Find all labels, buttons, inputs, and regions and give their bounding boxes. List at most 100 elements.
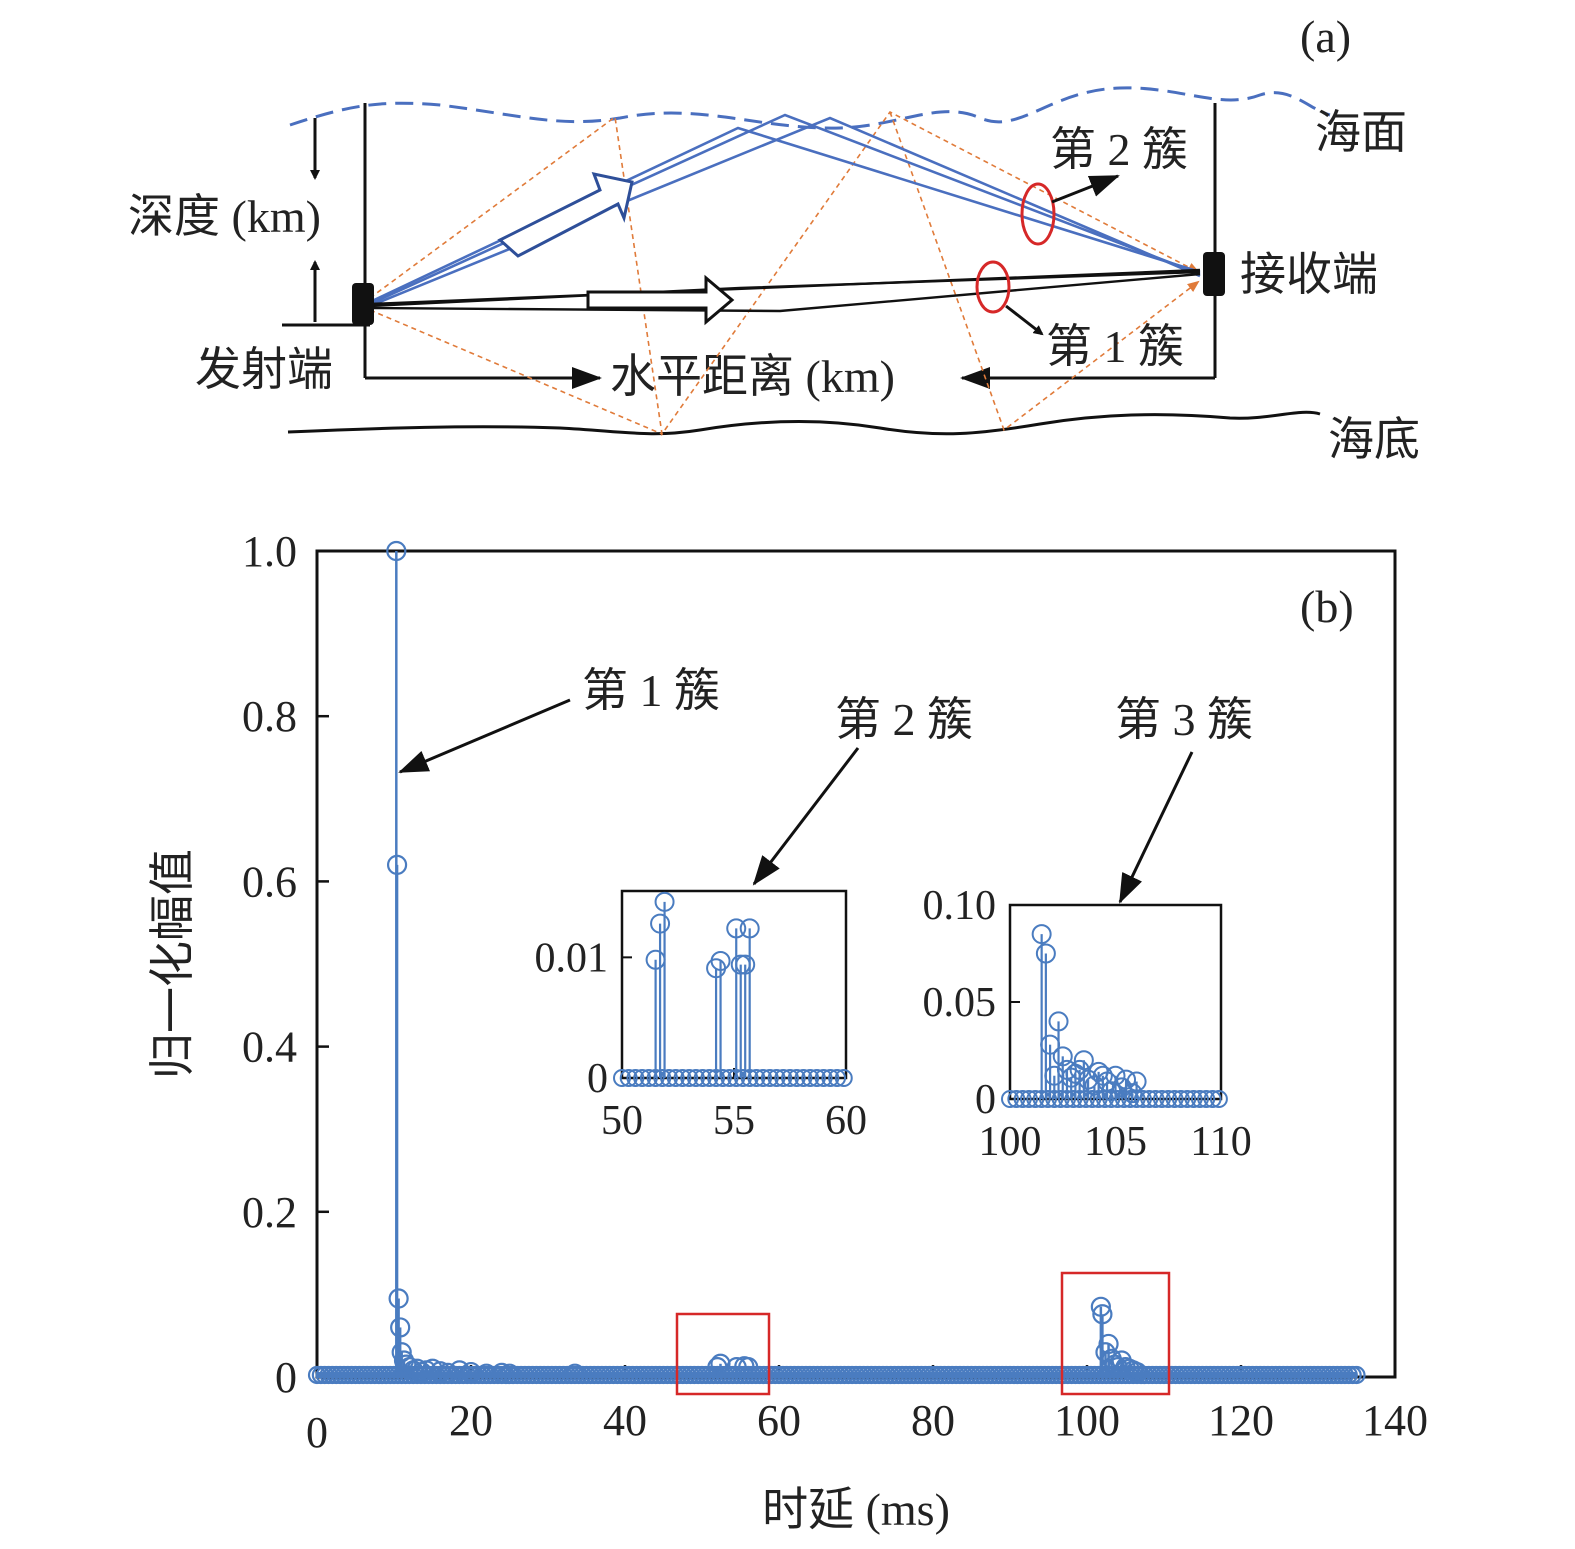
inset-baseline-marker: [794, 1069, 813, 1087]
x-axis-label: 时延 (ms): [762, 1484, 950, 1535]
inset-baseline-marker: [781, 1069, 799, 1087]
cluster1-ring: [975, 260, 1011, 314]
x-tick-label: 80: [911, 1396, 955, 1445]
stem-marker: [449, 1360, 470, 1381]
inset-stem-marker: [1116, 1069, 1137, 1090]
cluster1-pointer: [1005, 304, 1044, 336]
stem-marker: [430, 1361, 451, 1382]
inset-baseline-marker: [774, 1069, 793, 1087]
inset-baseline-marker: [801, 1069, 820, 1087]
inset-baseline-marker: [666, 1069, 685, 1087]
inset-stem-marker: [1122, 1083, 1143, 1104]
inset-stem-marker: [1101, 1081, 1122, 1102]
inset-stem-marker: [654, 891, 675, 912]
stem-marker: [390, 1317, 411, 1338]
inset-baseline-marker: [807, 1069, 826, 1087]
inset-stem-marker: [726, 918, 747, 939]
stem-marker: [491, 1362, 512, 1383]
x-tick-label: 140: [1362, 1396, 1428, 1445]
inset-x-tick-label: 50: [601, 1098, 643, 1144]
inset-stem-marker: [1052, 1046, 1073, 1067]
stem-marker: [738, 1356, 759, 1378]
inset-cluster2: 50 55 60 0 0.01: [535, 889, 867, 1144]
y-tick-label: 0: [275, 1353, 297, 1402]
inset-stem-marker: [1035, 943, 1056, 964]
stem-marker: [386, 540, 407, 562]
inset-baseline-marker: [1171, 1090, 1190, 1108]
receiver-icon: [1203, 252, 1225, 296]
x-tick-label: 40: [603, 1396, 647, 1445]
inset-baseline-marker: [686, 1069, 705, 1087]
stem-marker: [1126, 1361, 1148, 1383]
inset-baseline-marker: [713, 1069, 732, 1087]
inset-baseline-marker: [1165, 1090, 1184, 1108]
stem-marker: [564, 1363, 586, 1384]
inset-x-tick-label: 110: [1190, 1119, 1251, 1165]
y-tick-label: 0.4: [242, 1023, 297, 1072]
direct-hollow-arrow: [586, 274, 735, 326]
sea-surface-line: [289, 86, 1331, 130]
inset-baseline-marker: [834, 1069, 853, 1087]
inset-baseline-marker: [821, 1069, 840, 1087]
main-plot-frame: [315, 549, 1397, 1379]
stem-marker: [460, 1361, 482, 1383]
inset-x-tick-label: 55: [713, 1098, 755, 1144]
inset-baseline-marker: [1159, 1090, 1178, 1108]
inset-baseline-marker: [1140, 1090, 1159, 1108]
sea-bottom-label: 海底: [1328, 414, 1420, 465]
inset-stem-marker: [710, 950, 731, 971]
inset-baseline-marker: [1203, 1090, 1222, 1108]
inset-baseline-marker: [767, 1069, 786, 1087]
bounce-rays: [369, 110, 1200, 437]
inset-baseline-marker: [613, 1069, 631, 1087]
x-tick-label: 120: [1208, 1396, 1274, 1445]
cluster3-highlight-box: [1060, 1271, 1171, 1396]
inset-baseline-marker: [1152, 1090, 1171, 1108]
annotation-cluster2-arrow: [752, 747, 860, 886]
x-tick-label: 100: [1054, 1396, 1120, 1445]
inset-baseline-marker: [1209, 1090, 1228, 1108]
inset-stem-marker: [735, 954, 756, 975]
x-tick-label: 20: [449, 1396, 493, 1445]
panel-a-diagram: (a) 海面 海底 深度 (km) 水平距离 (km): [128, 11, 1420, 465]
panel-b-tag: (b): [1300, 581, 1354, 632]
inset-baseline-marker: [653, 1069, 672, 1087]
stem-marker: [726, 1356, 747, 1378]
stem-marker: [499, 1363, 520, 1384]
inset-y-tick-label: 0: [587, 1056, 608, 1102]
surface-hollow-arrow: [497, 171, 634, 258]
sea-surface-label: 海面: [1315, 107, 1407, 158]
y-tick-label: 0.2: [242, 1188, 297, 1237]
stem-marker: [710, 1353, 731, 1374]
inset-baseline-marker: [700, 1069, 719, 1087]
stem-marker: [407, 1358, 428, 1379]
transmitter-label: 发射端: [195, 344, 333, 395]
inset-baseline-marker: [747, 1069, 766, 1087]
stem-marker: [1092, 1304, 1113, 1325]
x-tick-label: 0: [306, 1408, 328, 1457]
inset-baseline-marker: [1178, 1090, 1197, 1108]
annotation-cluster3-arrow: [1118, 751, 1194, 904]
inset-baseline-marker: [673, 1069, 692, 1087]
inset-baseline-marker: [1197, 1090, 1216, 1108]
inset-y-tick-label: 0.05: [923, 980, 997, 1026]
inset-baseline-marker: [814, 1069, 833, 1087]
x-tick-label: 60: [757, 1396, 801, 1445]
inset-baseline-marker: [1026, 1090, 1045, 1108]
inset-stem-marker: [650, 913, 671, 934]
inset-baseline-marker: [693, 1069, 712, 1087]
cluster2-label: 第 2 簇: [1050, 124, 1188, 175]
range-label: 水平距离 (km): [610, 351, 895, 402]
stem-marker: [386, 854, 408, 875]
y-tick-label: 0.6: [242, 857, 297, 906]
stem-marker: [437, 1362, 458, 1383]
annotation-cluster2: 第 2 簇: [835, 694, 973, 745]
panel-a-tag: (a): [1300, 11, 1351, 62]
inset-baseline-marker: [1133, 1090, 1152, 1108]
inset-baseline-marker: [828, 1069, 847, 1087]
inset-baseline-marker: [1184, 1090, 1203, 1108]
direct-rays: [369, 268, 1201, 313]
inset-baseline-marker: [1001, 1090, 1019, 1108]
receiver-label: 接收端: [1240, 249, 1378, 300]
inset-y-tick-label: 0.10: [923, 883, 997, 929]
